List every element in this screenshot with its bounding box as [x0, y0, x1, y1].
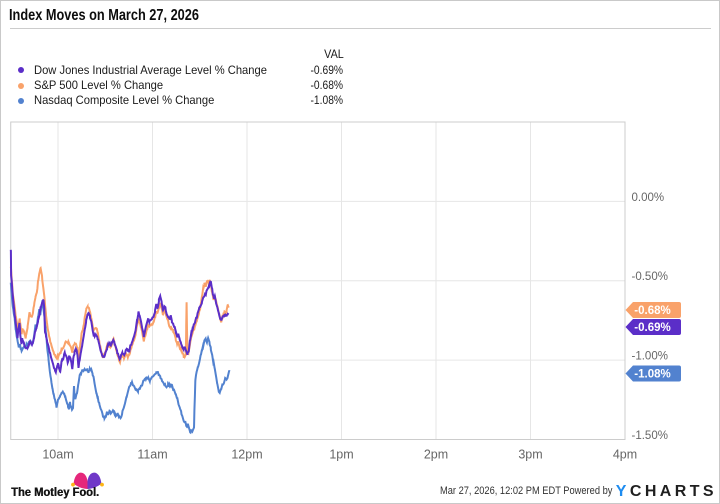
svg-text:-1.00%: -1.00%: [632, 351, 668, 363]
svg-text:12pm: 12pm: [231, 448, 262, 462]
svg-text:-1.08%: -1.08%: [634, 369, 670, 381]
svg-text:-1.50%: -1.50%: [632, 430, 668, 442]
svg-text:3pm: 3pm: [518, 448, 542, 462]
svg-text:-0.68%: -0.68%: [634, 305, 670, 317]
svg-text:0.00%: 0.00%: [632, 192, 665, 204]
svg-text:1pm: 1pm: [329, 448, 353, 462]
svg-text:10am: 10am: [42, 448, 73, 462]
svg-text:-0.50%: -0.50%: [632, 271, 668, 283]
svg-text:-0.69%: -0.69%: [634, 322, 670, 334]
svg-text:2pm: 2pm: [424, 448, 448, 462]
svg-text:4pm: 4pm: [613, 448, 637, 462]
svg-text:11am: 11am: [137, 448, 167, 462]
